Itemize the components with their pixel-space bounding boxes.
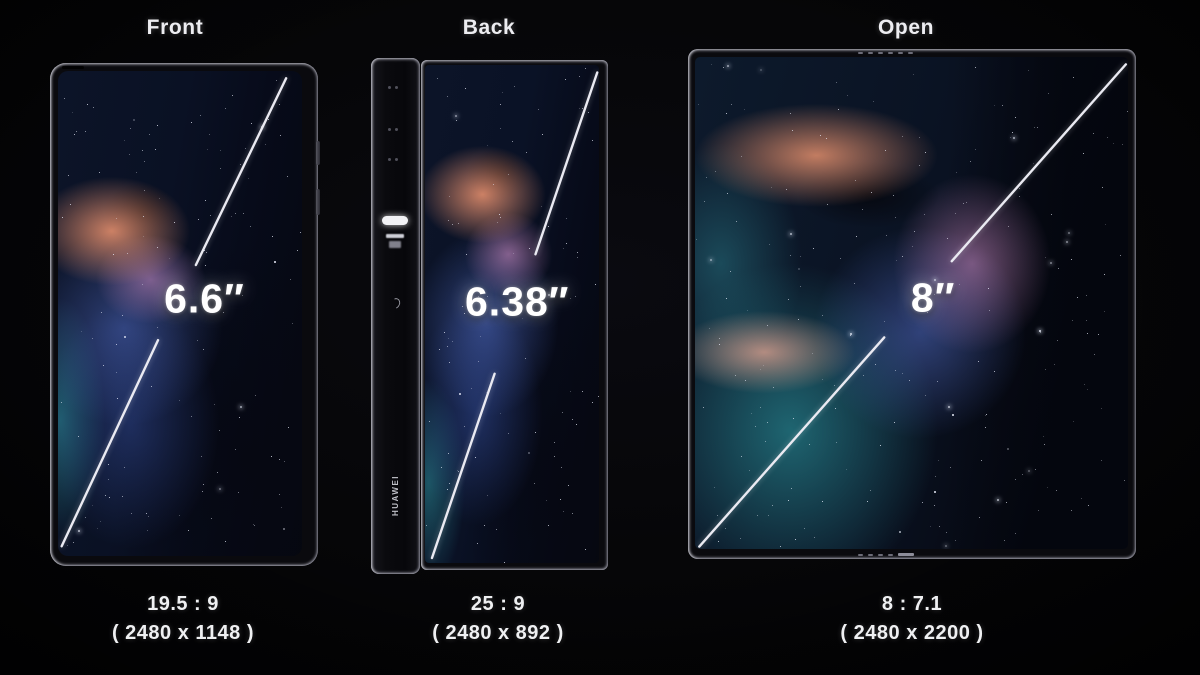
diagonal-measure-line — [425, 65, 599, 563]
front-aspect-ratio: 19.5 : 9 — [147, 593, 219, 615]
camera-flash — [382, 216, 408, 225]
camera-dot — [388, 86, 398, 89]
front-specs: 19.5 : 9 ( 2480 x 1148 ) — [40, 590, 326, 648]
open-screen: 8″ — [695, 57, 1128, 549]
camera-dot — [388, 128, 398, 131]
front-resolution: ( 2480 x 1148 ) — [111, 622, 255, 644]
diagonal-measure-line — [695, 57, 1128, 549]
brand-logo-text: HUAWEI — [391, 475, 400, 516]
open-aspect-ratio: 8 : 7.1 — [881, 593, 943, 615]
front-screen: 6.6″ — [58, 71, 302, 556]
speaker-grille-bottom — [858, 553, 914, 556]
panel-title-back: Back — [462, 16, 516, 39]
open-resolution: ( 2480 x 2200 ) — [840, 622, 984, 644]
volume-button — [316, 189, 320, 215]
back-resolution: ( 2480 x 892 ) — [432, 622, 564, 644]
diagonal-measure-line — [58, 71, 302, 556]
starfield — [425, 65, 599, 563]
open-size-label: 8″ — [910, 274, 956, 321]
panel-title-front: Front — [146, 16, 204, 39]
back-aspect-ratio: 25 : 9 — [470, 593, 526, 615]
phone-open-view: 8″ — [688, 49, 1136, 559]
back-screen: 6.38″ — [425, 65, 599, 563]
fingerprint-notch — [389, 296, 402, 311]
front-size-label: 6.6″ — [164, 275, 245, 322]
phone-back-view: 6.38″ — [421, 60, 608, 570]
phone-front-view: 6.6″ — [50, 63, 320, 566]
panel-title-open: Open — [877, 16, 935, 39]
back-size-label: 6.38″ — [465, 278, 570, 325]
starfield — [695, 57, 1128, 549]
open-specs: 8 : 7.1 ( 2480 x 2200 ) — [769, 590, 1055, 648]
back-specs: 25 : 9 ( 2480 x 892 ) — [355, 590, 641, 648]
speaker-grille-top — [858, 52, 913, 54]
camera-dot — [388, 158, 398, 161]
camera-module-markings — [385, 234, 405, 252]
phone-back-spine: HUAWEI — [371, 58, 420, 574]
power-button — [316, 141, 320, 165]
earpiece-slot — [62, 66, 84, 69]
